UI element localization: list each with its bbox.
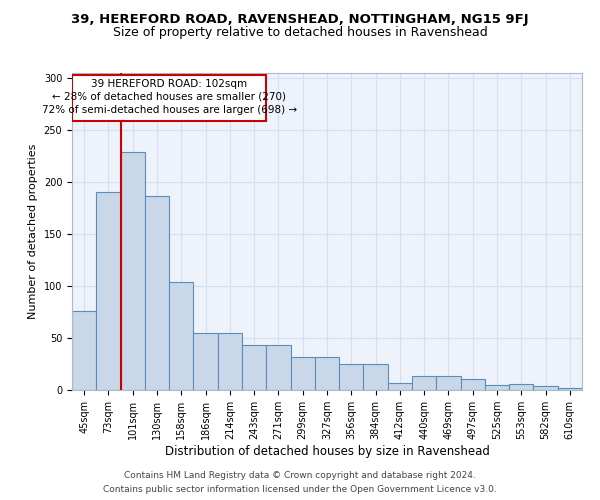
Bar bbox=[72, 311, 96, 390]
Bar bbox=[412, 376, 436, 390]
Y-axis label: Number of detached properties: Number of detached properties bbox=[28, 144, 38, 319]
Bar bbox=[533, 386, 558, 390]
Bar bbox=[242, 345, 266, 390]
Bar bbox=[558, 388, 582, 390]
Bar bbox=[436, 376, 461, 390]
Bar bbox=[96, 192, 121, 390]
Text: 72% of semi-detached houses are larger (698) →: 72% of semi-detached houses are larger (… bbox=[42, 105, 297, 115]
Bar bbox=[193, 332, 218, 390]
Bar bbox=[266, 345, 290, 390]
Bar bbox=[485, 385, 509, 390]
Bar bbox=[290, 356, 315, 390]
Bar bbox=[388, 382, 412, 390]
Bar bbox=[315, 356, 339, 390]
X-axis label: Distribution of detached houses by size in Ravenshead: Distribution of detached houses by size … bbox=[164, 445, 490, 458]
Bar bbox=[121, 152, 145, 390]
Text: 39 HEREFORD ROAD: 102sqm: 39 HEREFORD ROAD: 102sqm bbox=[91, 79, 247, 89]
Text: Contains public sector information licensed under the Open Government Licence v3: Contains public sector information licen… bbox=[103, 484, 497, 494]
Text: ← 28% of detached houses are smaller (270): ← 28% of detached houses are smaller (27… bbox=[52, 92, 286, 102]
Text: Contains HM Land Registry data © Crown copyright and database right 2024.: Contains HM Land Registry data © Crown c… bbox=[124, 472, 476, 480]
Bar bbox=[145, 196, 169, 390]
Bar bbox=[364, 364, 388, 390]
Bar bbox=[509, 384, 533, 390]
Text: Size of property relative to detached houses in Ravenshead: Size of property relative to detached ho… bbox=[113, 26, 487, 39]
Text: 39, HEREFORD ROAD, RAVENSHEAD, NOTTINGHAM, NG15 9FJ: 39, HEREFORD ROAD, RAVENSHEAD, NOTTINGHA… bbox=[71, 12, 529, 26]
FancyBboxPatch shape bbox=[73, 74, 266, 122]
Bar bbox=[339, 364, 364, 390]
Bar bbox=[218, 332, 242, 390]
Bar bbox=[169, 282, 193, 390]
Bar bbox=[461, 378, 485, 390]
